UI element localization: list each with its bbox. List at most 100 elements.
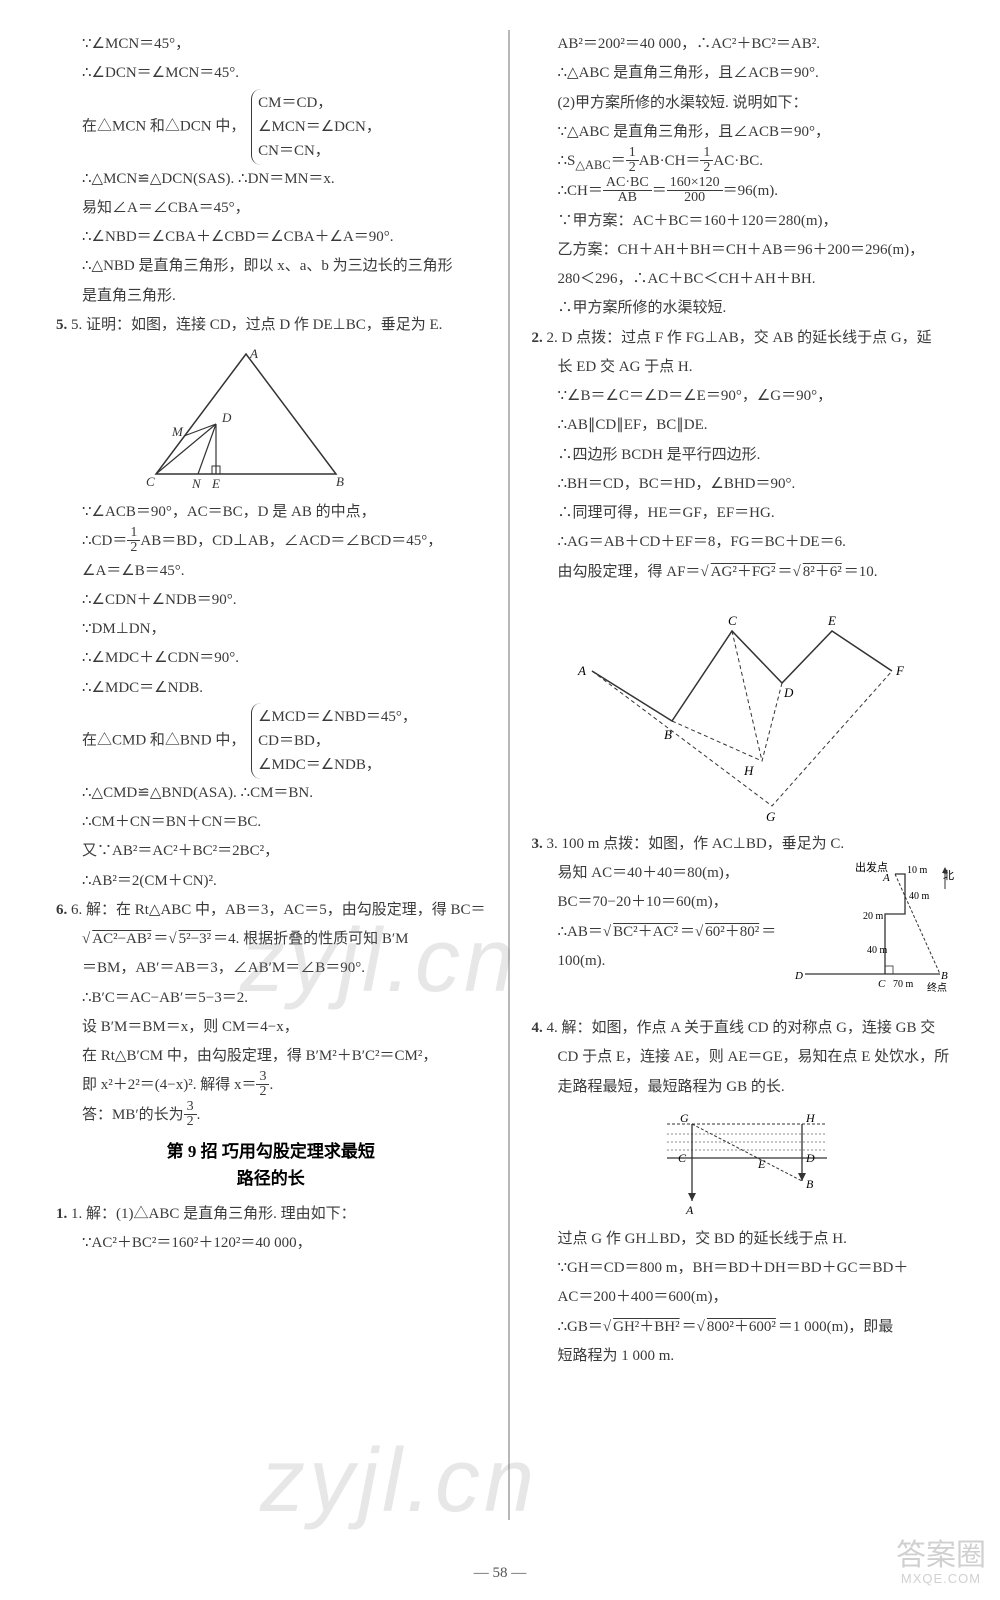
text-line: 设 B′M＝BM＝x，则 CM＝4−x， [56,1013,486,1042]
svg-text:D: D [805,1151,815,1165]
svg-text:H: H [743,763,754,778]
text: AC·BC. [713,153,763,169]
sqrt: AC²−AB² [90,931,153,947]
problem-1-heading: 1. 1. 解：(1)△ABC 是直角三角形. 理由如下： [56,1200,486,1229]
text-line: 是直角三角形. [56,282,486,311]
two-column-layout: ∵∠MCN＝45°， ∴∠DCN＝∠MCN＝45°. 在△MCN 和△DCN 中… [56,30,960,1560]
text-line: ∴∠NBD＝∠CBA＋∠CBD＝∠CBA＋∠A＝90°. [56,223,486,252]
text: 3. 100 m 点拨：如图，作 AC⊥BD，垂足为 C. [547,836,845,852]
sqrt: 800²＋600² [705,1319,778,1335]
svg-text:10 m: 10 m [907,865,928,876]
text: 1. 解：(1)△ABC 是直角三角形. 理由如下： [71,1206,356,1222]
text-line: 答：MB′的长为32. [56,1101,486,1130]
text-line: 在△CMD 和△BND 中， ∠MCD＝∠NBD＝45°， CD＝BD， ∠MD… [56,703,486,779]
svg-text:D: D [221,410,232,425]
svg-text:M: M [171,424,184,439]
figure-svg: 出发点 北 10 m 40 m 20 m 40 m 70 m A D [785,859,960,1014]
brace-line: ∠MCN＝∠DCN， [258,115,381,139]
text-line: 易知∠A＝∠CBA＝45°， [56,194,486,223]
text-line: ∴∠CDN＋∠NDB＝90°. [56,586,486,615]
text: ∴S [558,153,576,169]
text-line: ∴CM＋CN＝BN＋CN＝BC. [56,808,486,837]
text-line: ∴AB²＝2(CM＋CN)². [56,867,486,896]
text-line: ∴∠MDC＝∠NDB. [56,674,486,703]
page-number: — 58 — [0,1565,1000,1582]
page: zyjl.cn zyjl.cn 答案圈 MXQE.COM ∵∠MCN＝45°， … [0,0,1000,1600]
text-line: ∴BH＝CD，BC＝HD，∠BHD＝90°. [532,470,961,499]
svg-text:E: E [827,613,836,628]
text-line: ∴△MCN≌△DCN(SAS). ∴DN＝MN＝x. [56,165,486,194]
svg-text:C: C [878,978,886,990]
text-line: 过点 G 作 GH⊥BD，交 BD 的延长线于点 H. [532,1225,961,1254]
svg-text:C: C [728,613,737,628]
column-divider [508,30,510,1520]
text-line: ∴GB＝√GH²＋BH²＝√800²＋600²＝1 000(m)，即最 [532,1313,961,1342]
figure-svg: A M D C N E B [136,344,356,494]
text: ＝1 000(m)，即最 [778,1319,893,1335]
text: ∴GB＝√ [558,1319,612,1335]
text-line: ∴CD＝12AB＝BD，CD⊥AB，∠ACD＝∠BCD＝45°， [56,527,486,556]
text-line: ∴△NBD 是直角三角形，即以 x、a、b 为三边长的三角形 [56,252,486,281]
svg-text:B: B [664,727,672,742]
text: 由勾股定理，得 AF＝√ [558,564,709,580]
sqrt: GH²＋BH² [611,1319,682,1335]
fraction: 32 [256,1070,269,1099]
svg-text:A: A [685,1203,694,1217]
text-line: AB²＝200²＝40 000，∴AC²＋BC²＝AB². [532,30,961,59]
text-line: 乙方案：CH＋AH＋BH＝CH＋AB＝96＋200＝296(m)， [532,236,961,265]
text-line: ∵△ABC 是直角三角形，且∠ACB＝90°， [532,118,961,147]
svg-text:20 m: 20 m [863,911,884,922]
text: 即 x²＋2²＝(4−x)². 解得 x＝ [82,1077,256,1093]
svg-text:E: E [757,1157,766,1171]
brace-line: CM＝CD， [258,91,381,115]
text-line: ∵DM⊥DN， [56,615,486,644]
text: ∴CD＝ [82,533,127,549]
svg-text:G: G [766,809,776,824]
brace-group: CM＝CD， ∠MCN＝∠DCN， CN＝CN， [251,89,381,165]
svg-text:C: C [678,1151,687,1165]
text: ＝ [611,153,626,169]
brace-line: CD＝BD， [258,729,417,753]
text-line: ∠A＝∠B＝45°. [56,557,486,586]
text-line: ∵∠ACB＝90°，AC＝BC，D 是 AB 的中点， [56,498,486,527]
text-line: 由勾股定理，得 AF＝√AG²＋FG²＝√8²＋6²＝10. [532,558,961,587]
text: ∴AB＝√ [558,924,612,940]
figure-triangle: A M D C N E B [136,344,486,494]
text-line: 长 ED 交 AG 于点 H. [532,353,961,382]
text-line: (2)甲方案所修的水渠较短. 说明如下： [532,89,961,118]
figure-reflection: G H C E D A B [652,1106,961,1221]
text-line: 在△MCN 和△DCN 中， CM＝CD， ∠MCN＝∠DCN， CN＝CN， [56,89,486,165]
text: ＝√ [778,564,801,580]
text-line: 走路程最短，最短路程为 GB 的长. [532,1073,961,1102]
page-number-value: 58 [493,1565,508,1581]
svg-text:A: A [577,663,586,678]
section-9-title: 第 9 招 巧用勾股定理求最短 路径的长 [56,1138,486,1192]
figure-polygon: A B C D E F H G [572,591,961,826]
text-line: ∴AB∥CD∥EF，BC∥DE. [532,411,961,440]
text-line: ∴∠MDC＋∠CDN＝90°. [56,644,486,673]
fraction: 160×120200 [667,176,723,205]
text-line: √AC²−AB²＝√5²−3²＝4. 根据折叠的性质可知 B′M [56,925,486,954]
problem-6-heading: 6. 6. 解：在 Rt△ABC 中，AB＝3，AC＝5，由勾股定理，得 BC＝ [56,896,486,925]
fraction: 12 [127,526,140,555]
section-title-line1: 第 9 招 巧用勾股定理求最短 [56,1138,486,1165]
text-line: ∴△CMD≌△BND(ASA). ∴CM＝BN. [56,779,486,808]
svg-text:40 m: 40 m [867,945,888,956]
text-line: AC＝200＋400＝600(m)， [532,1283,961,1312]
text: ＝√ [682,1319,705,1335]
text: AB·CH＝ [639,153,701,169]
text: 6. 解：在 Rt△ABC 中，AB＝3，AC＝5，由勾股定理，得 BC＝ [71,902,486,918]
problem-3-heading: 3. 3. 100 m 点拨：如图，作 AC⊥BD，垂足为 C. [532,830,961,859]
text-line: ∴四边形 BCDH 是平行四边形. [532,441,961,470]
brace-line: ∠MCD＝∠NBD＝45°， [258,705,417,729]
fraction: 32 [184,1100,197,1129]
brace-group: ∠MCD＝∠NBD＝45°， CD＝BD， ∠MDC＝∠NDB， [251,703,417,779]
fraction: 12 [626,146,639,175]
svg-text:A: A [249,346,258,361]
fraction: AC·BCAB [603,176,652,205]
text-line: ∴∠DCN＝∠MCN＝45°. [56,59,486,88]
text: 在△MCN 和△DCN 中， [82,118,245,134]
svg-text:D: D [783,685,794,700]
text: ＝4. 根据折叠的性质可知 B′M [213,931,408,947]
sqrt: 8²＋6² [801,564,844,580]
